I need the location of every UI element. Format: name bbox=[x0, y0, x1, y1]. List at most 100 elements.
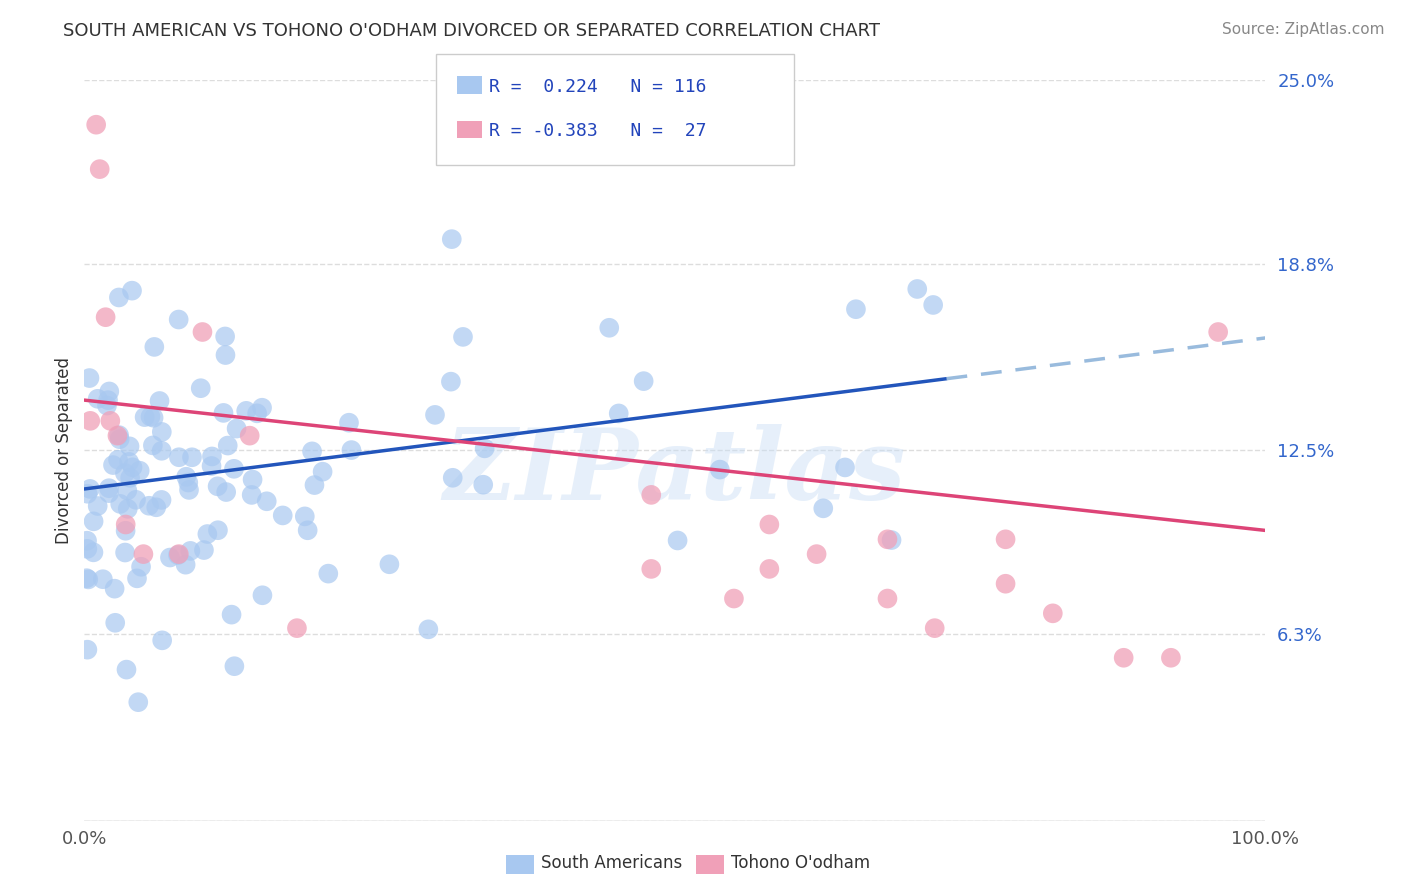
Point bbox=[256, 494, 278, 508]
Text: R =  0.224   N = 116: R = 0.224 N = 116 bbox=[489, 78, 707, 95]
Point bbox=[221, 607, 243, 622]
Point bbox=[167, 312, 190, 326]
Point bbox=[76, 571, 98, 585]
Y-axis label: Divorced or Separated: Divorced or Separated bbox=[55, 357, 73, 544]
Point bbox=[98, 384, 121, 399]
Point bbox=[177, 483, 200, 497]
Point bbox=[174, 558, 197, 572]
Point bbox=[806, 547, 828, 561]
Point bbox=[101, 458, 124, 472]
Point bbox=[150, 633, 173, 648]
Point bbox=[132, 547, 155, 561]
Point bbox=[246, 406, 269, 420]
Point bbox=[127, 695, 149, 709]
Point bbox=[115, 663, 138, 677]
Point bbox=[150, 443, 173, 458]
Point bbox=[758, 562, 780, 576]
Point bbox=[167, 547, 190, 561]
Text: SOUTH AMERICAN VS TOHONO O'ODHAM DIVORCED OR SEPARATED CORRELATION CHART: SOUTH AMERICAN VS TOHONO O'ODHAM DIVORCE… bbox=[63, 22, 880, 40]
Point bbox=[91, 572, 114, 586]
Point bbox=[271, 508, 294, 523]
Point bbox=[723, 591, 745, 606]
Point bbox=[440, 232, 463, 246]
Point bbox=[118, 439, 141, 453]
Point bbox=[217, 439, 239, 453]
Point bbox=[451, 330, 474, 344]
Point bbox=[242, 473, 264, 487]
Point bbox=[148, 394, 170, 409]
Point bbox=[114, 524, 136, 538]
Point bbox=[179, 544, 201, 558]
Point bbox=[994, 576, 1017, 591]
Point bbox=[143, 340, 166, 354]
Point bbox=[201, 450, 224, 464]
Point bbox=[190, 381, 212, 395]
Point bbox=[79, 414, 101, 428]
Point bbox=[89, 162, 111, 177]
Point bbox=[82, 545, 104, 559]
Point bbox=[633, 374, 655, 388]
Point bbox=[1160, 650, 1182, 665]
Point bbox=[215, 485, 238, 500]
Point bbox=[150, 425, 173, 439]
Point bbox=[108, 432, 131, 446]
Point bbox=[142, 438, 165, 452]
Point bbox=[207, 479, 229, 493]
Point bbox=[129, 559, 152, 574]
Point bbox=[159, 550, 181, 565]
Point bbox=[340, 443, 363, 458]
Point bbox=[84, 118, 107, 132]
Text: Tohono O'odham: Tohono O'odham bbox=[731, 855, 870, 872]
Point bbox=[167, 548, 190, 562]
Point bbox=[1112, 650, 1135, 665]
Point bbox=[108, 497, 131, 511]
Text: Source: ZipAtlas.com: Source: ZipAtlas.com bbox=[1222, 22, 1385, 37]
Point bbox=[118, 455, 141, 469]
Point bbox=[86, 392, 108, 406]
Point bbox=[107, 428, 129, 442]
Point bbox=[76, 487, 98, 501]
Point bbox=[285, 621, 308, 635]
Point bbox=[150, 492, 173, 507]
Point bbox=[125, 492, 148, 507]
Point bbox=[994, 533, 1017, 547]
Text: R = -0.383   N =  27: R = -0.383 N = 27 bbox=[489, 122, 707, 140]
Point bbox=[97, 393, 120, 408]
Point bbox=[304, 478, 326, 492]
Point bbox=[139, 409, 162, 424]
Point bbox=[666, 533, 689, 548]
Point bbox=[98, 414, 121, 428]
Point bbox=[222, 462, 245, 476]
Point bbox=[83, 514, 105, 528]
Point bbox=[294, 509, 316, 524]
Point bbox=[121, 284, 143, 298]
Point bbox=[423, 408, 446, 422]
Point bbox=[76, 642, 98, 657]
Point bbox=[640, 488, 662, 502]
Point bbox=[181, 450, 204, 465]
Point bbox=[94, 310, 117, 325]
Point bbox=[474, 442, 496, 456]
Point bbox=[138, 499, 160, 513]
Point bbox=[97, 486, 120, 500]
Point bbox=[311, 465, 333, 479]
Point bbox=[120, 471, 142, 485]
Point bbox=[195, 527, 218, 541]
Point bbox=[117, 501, 139, 516]
Point bbox=[378, 558, 401, 572]
Point bbox=[104, 582, 127, 596]
Point bbox=[96, 399, 118, 413]
Point bbox=[174, 469, 197, 483]
Point bbox=[905, 282, 928, 296]
Point bbox=[125, 571, 148, 585]
Point bbox=[235, 404, 257, 418]
Point bbox=[441, 471, 464, 485]
Point bbox=[297, 523, 319, 537]
Point bbox=[845, 302, 868, 317]
Point bbox=[177, 475, 200, 490]
Point bbox=[250, 401, 273, 415]
Point bbox=[472, 477, 495, 491]
Point bbox=[239, 428, 262, 442]
Point bbox=[142, 410, 165, 425]
Point bbox=[834, 460, 856, 475]
